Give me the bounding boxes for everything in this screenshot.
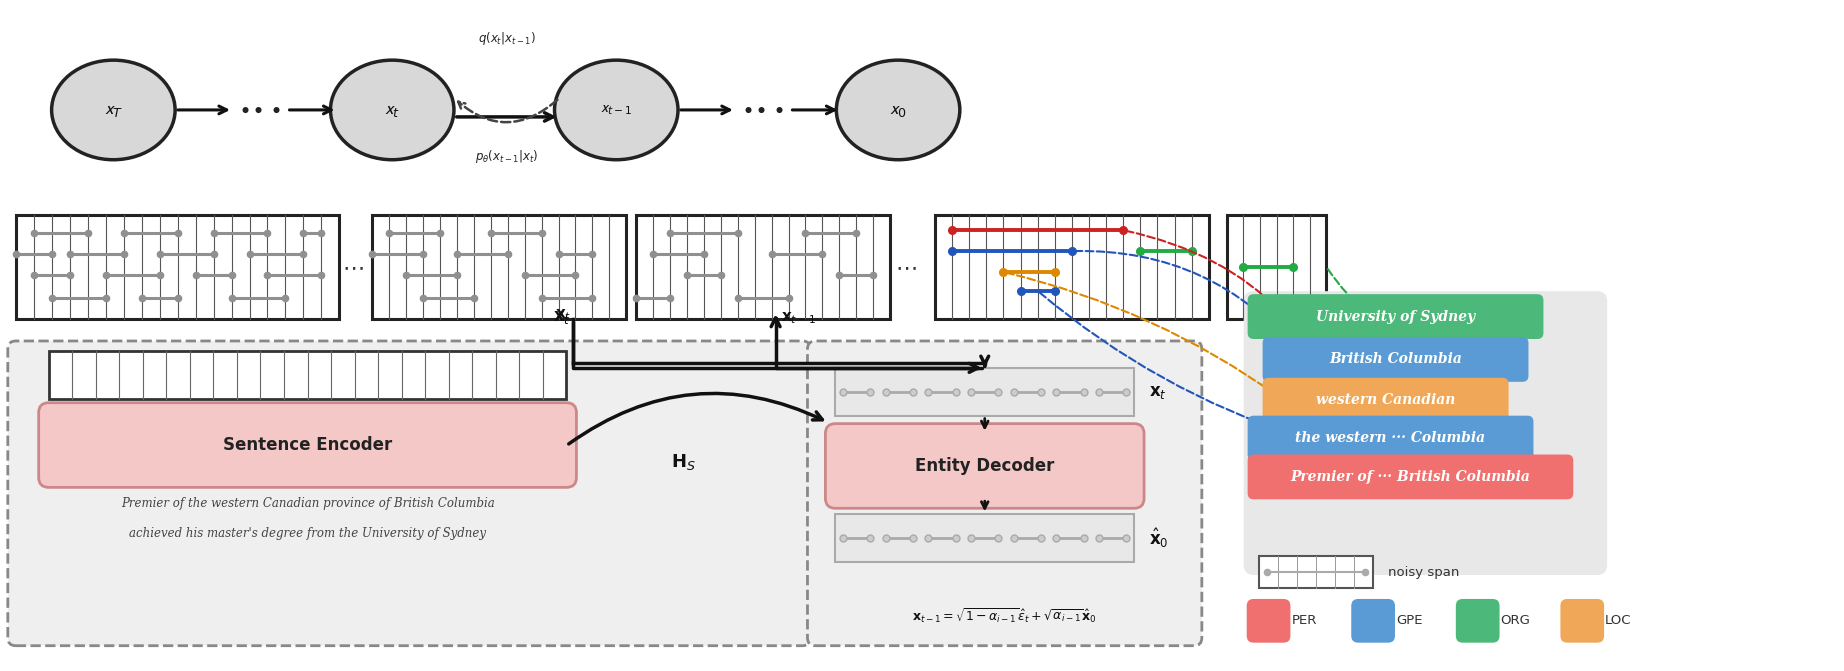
FancyBboxPatch shape — [1243, 291, 1608, 575]
FancyBboxPatch shape — [808, 341, 1202, 646]
Text: Sentence Encoder: Sentence Encoder — [223, 436, 393, 454]
Text: Entity Decoder: Entity Decoder — [915, 457, 1055, 475]
Text: $\bullet\!\bullet\!\bullet$: $\bullet\!\bullet\!\bullet$ — [741, 100, 784, 120]
FancyBboxPatch shape — [1263, 337, 1529, 382]
FancyBboxPatch shape — [17, 215, 339, 319]
FancyBboxPatch shape — [1455, 598, 1501, 643]
Text: $\bullet\!\bullet\!\bullet$: $\bullet\!\bullet\!\bullet$ — [238, 100, 282, 120]
Text: $\mathbf{x}_t$: $\mathbf{x}_t$ — [1149, 382, 1167, 401]
Ellipse shape — [330, 60, 454, 160]
FancyBboxPatch shape — [636, 215, 891, 319]
FancyBboxPatch shape — [1259, 556, 1374, 588]
Text: $q(x_t|x_{t-1})$: $q(x_t|x_{t-1})$ — [478, 30, 537, 47]
Text: $\hat{\mathbf{x}}_0$: $\hat{\mathbf{x}}_0$ — [1149, 526, 1169, 550]
Text: PER: PER — [1291, 615, 1317, 627]
Text: $\mathcal{x}_0$: $\mathcal{x}_0$ — [889, 101, 907, 119]
Text: ORG: ORG — [1501, 615, 1531, 627]
Text: noisy span: noisy span — [1389, 566, 1459, 578]
FancyBboxPatch shape — [7, 341, 811, 646]
Ellipse shape — [837, 60, 961, 160]
Text: $\mathcal{x}_T$: $\mathcal{x}_T$ — [103, 101, 124, 119]
FancyBboxPatch shape — [835, 514, 1134, 562]
FancyBboxPatch shape — [1248, 415, 1534, 460]
Text: Premier of ··· British Columbia: Premier of ··· British Columbia — [1291, 470, 1531, 484]
Text: GPE: GPE — [1396, 615, 1422, 627]
FancyBboxPatch shape — [1350, 598, 1396, 643]
FancyBboxPatch shape — [1263, 378, 1508, 423]
Text: the western ··· Columbia: the western ··· Columbia — [1296, 431, 1486, 445]
Text: Premier of the western Canadian province of British Columbia: Premier of the western Canadian province… — [120, 497, 494, 511]
Text: $\mathbf{x}_{t-1}=\sqrt{1-\alpha_{i-1}}\hat{\epsilon}_t+\sqrt{\alpha_{i-1}}\hat{: $\mathbf{x}_{t-1}=\sqrt{1-\alpha_{i-1}}\… — [913, 607, 1097, 626]
FancyBboxPatch shape — [48, 351, 566, 399]
FancyBboxPatch shape — [39, 403, 577, 487]
FancyBboxPatch shape — [372, 215, 627, 319]
Text: $\cdots$: $\cdots$ — [894, 257, 916, 276]
Text: $\cdots$: $\cdots$ — [341, 257, 363, 276]
Text: British Columbia: British Columbia — [1330, 352, 1462, 366]
FancyBboxPatch shape — [935, 215, 1210, 319]
Text: University of Sydney: University of Sydney — [1317, 309, 1475, 323]
Text: LOC: LOC — [1604, 615, 1632, 627]
Text: $\mathcal{x}_{t-1}$: $\mathcal{x}_{t-1}$ — [599, 103, 632, 117]
FancyBboxPatch shape — [1248, 454, 1573, 499]
FancyBboxPatch shape — [1560, 598, 1604, 643]
Text: $\mathcal{x}_t$: $\mathcal{x}_t$ — [384, 101, 400, 119]
Text: western Canadian: western Canadian — [1317, 393, 1455, 407]
FancyBboxPatch shape — [1247, 598, 1291, 643]
FancyBboxPatch shape — [1226, 215, 1326, 319]
FancyBboxPatch shape — [826, 423, 1143, 508]
Text: $\mathbf{x}_t$: $\mathbf{x}_t$ — [553, 308, 570, 326]
Text: achieved his master's degree from the University of Sydney: achieved his master's degree from the Un… — [129, 527, 487, 540]
Text: $\mathbf{x}_t$: $\mathbf{x}_t$ — [555, 307, 572, 323]
FancyBboxPatch shape — [1248, 294, 1543, 339]
Text: $p_\theta(x_{t-1}|x_t)$: $p_\theta(x_{t-1}|x_t)$ — [476, 148, 538, 165]
Ellipse shape — [555, 60, 679, 160]
Ellipse shape — [52, 60, 175, 160]
Text: $\mathbf{x}_{t-1}$: $\mathbf{x}_{t-1}$ — [780, 311, 815, 326]
FancyBboxPatch shape — [835, 368, 1134, 415]
Text: $\mathbf{H}_S$: $\mathbf{H}_S$ — [671, 452, 695, 472]
